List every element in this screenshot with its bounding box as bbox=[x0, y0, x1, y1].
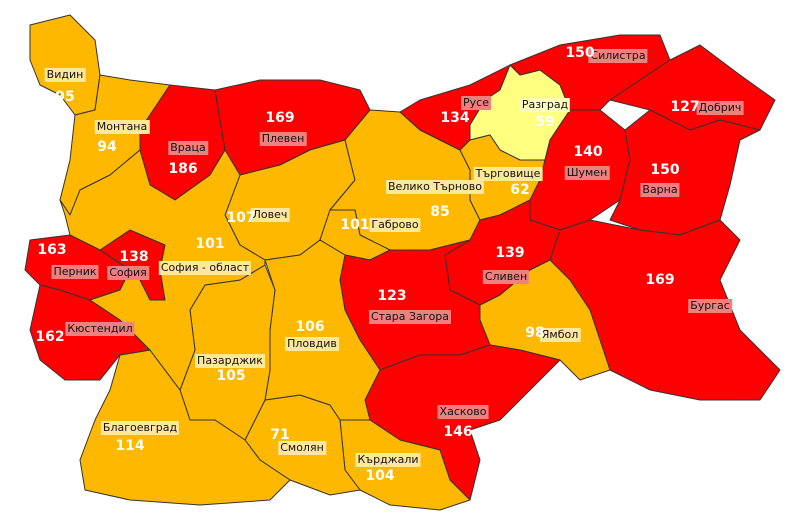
province-value: 95 bbox=[55, 89, 75, 105]
province-value: 150 bbox=[650, 162, 680, 178]
province-name: Враца bbox=[168, 141, 208, 155]
province-value: 101 bbox=[340, 217, 370, 233]
province-value: 85 bbox=[430, 204, 450, 220]
province-value: 186 bbox=[168, 161, 198, 177]
province-name: Кюстендил bbox=[65, 322, 135, 336]
province-value: 114 bbox=[115, 438, 145, 454]
province-name: Разград bbox=[519, 98, 571, 112]
province-region[interactable] bbox=[79, 349, 291, 506]
province-value: 127 bbox=[670, 99, 700, 115]
province-value: 101 bbox=[195, 236, 225, 252]
province-name: Видин bbox=[44, 68, 86, 82]
province-value: 62 bbox=[510, 182, 530, 198]
province-name: Пловдив bbox=[285, 337, 339, 351]
province-name: Перник bbox=[51, 265, 99, 279]
province-value: 138 bbox=[119, 249, 149, 265]
province-name: Варна bbox=[640, 183, 680, 197]
province-value: 59 bbox=[535, 114, 555, 130]
province-name: Шумен bbox=[564, 166, 610, 180]
province-value: 134 bbox=[440, 110, 470, 126]
province-value: 94 bbox=[97, 139, 117, 155]
province-value: 107 bbox=[226, 210, 256, 226]
province-name: Габрово bbox=[369, 218, 421, 232]
province-name: Бургас bbox=[688, 299, 732, 313]
province-name: Монтана bbox=[94, 120, 150, 134]
province-value: 139 bbox=[495, 245, 525, 261]
province-name: Търговище bbox=[473, 167, 543, 181]
province-value: 146 bbox=[443, 424, 473, 440]
province-value: 98 bbox=[525, 325, 545, 341]
province-value: 105 bbox=[216, 368, 246, 384]
province-value: 106 bbox=[295, 319, 325, 335]
province-name: Ямбол bbox=[539, 328, 581, 342]
province-value: 169 bbox=[265, 110, 295, 126]
province-name: Плевен bbox=[259, 132, 307, 146]
province-value: 140 bbox=[573, 144, 603, 160]
province-value: 169 bbox=[645, 272, 675, 288]
province-value: 163 bbox=[37, 242, 67, 258]
province-name: Хасково bbox=[437, 405, 489, 419]
province-name: Ловеч bbox=[250, 208, 290, 222]
province-name: Велико Търново bbox=[386, 180, 484, 194]
province-name: Пазарджик bbox=[195, 354, 265, 368]
province-value: 104 bbox=[365, 468, 395, 484]
province-name: София bbox=[107, 266, 149, 280]
province-region[interactable] bbox=[609, 109, 761, 236]
province-value: 162 bbox=[35, 329, 65, 345]
province-name: Силистра bbox=[588, 49, 648, 63]
province-name: Сливен bbox=[482, 270, 530, 284]
province-name: Добрич bbox=[696, 101, 744, 115]
province-name: Смолян bbox=[278, 441, 326, 455]
province-value: 123 bbox=[377, 288, 407, 304]
province-name: Русе bbox=[461, 96, 491, 110]
province-name: София - област bbox=[158, 261, 252, 275]
province-value: 150 bbox=[565, 45, 595, 61]
province-name: Кърджали bbox=[355, 453, 421, 467]
province-value: 71 bbox=[270, 427, 290, 443]
province-name: Благоевград bbox=[100, 421, 180, 435]
province-name: Стара Загора bbox=[368, 310, 452, 324]
